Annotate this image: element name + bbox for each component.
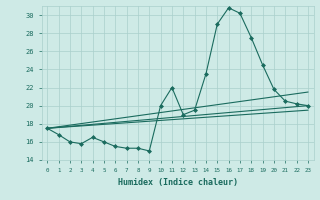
X-axis label: Humidex (Indice chaleur): Humidex (Indice chaleur) [118, 178, 237, 187]
